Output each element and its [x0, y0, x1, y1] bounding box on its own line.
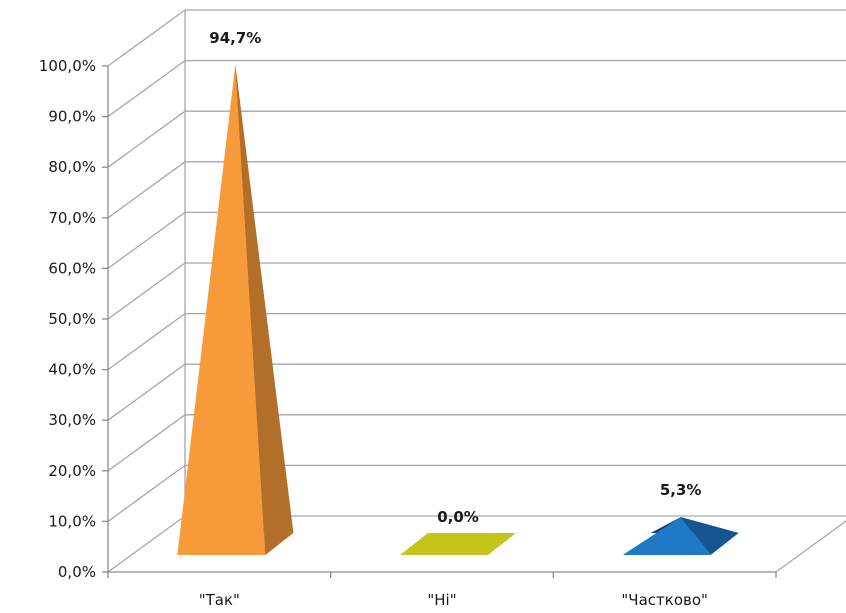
- x-tick-label: "Так": [199, 591, 240, 609]
- y-tick-label: 100,0%: [39, 57, 96, 75]
- y-tick-label: 10,0%: [48, 512, 96, 530]
- x-tick-labels: "Так" "Ні" "Частково": [199, 591, 708, 609]
- y-tick-label: 40,0%: [48, 361, 96, 379]
- bar-front-face: [622, 517, 711, 555]
- data-label: 0,0%: [437, 508, 479, 526]
- y-tick-label: 0,0%: [58, 563, 96, 581]
- y-tick-label: 90,0%: [48, 108, 96, 126]
- bar-2: [622, 517, 739, 555]
- bars: [177, 64, 739, 556]
- x-tick-label: "Ні": [427, 591, 456, 609]
- bar-front-face: [177, 64, 266, 556]
- data-label: 94,7%: [209, 29, 261, 47]
- y-tick-label: 30,0%: [48, 411, 96, 429]
- bar-side-face: [680, 517, 739, 555]
- y-tick-label: 80,0%: [48, 158, 96, 176]
- y-tick-labels: 0,0% 10,0% 20,0% 30,0% 40,0% 50,0% 60,0% 70,0% 8…: [39, 57, 96, 581]
- axes: [102, 10, 846, 578]
- gridline: [107, 110, 846, 168]
- bar-0: [177, 64, 294, 556]
- data-label: 5,3%: [660, 481, 702, 499]
- gridline: [107, 59, 846, 118]
- y-tick-label: 20,0%: [48, 462, 96, 480]
- bar-side-face: [235, 64, 294, 556]
- data-labels: 94,7% 0,0% 5,3%: [209, 29, 701, 526]
- x-tick-label: "Частково": [621, 591, 708, 609]
- y-tick-label: 60,0%: [48, 259, 96, 277]
- y-tick-label: 50,0%: [48, 310, 96, 328]
- y-tick-label: 70,0%: [48, 209, 96, 227]
- floor-right-edge: [775, 520, 846, 573]
- bar-1: [400, 533, 516, 555]
- bar-base: [400, 533, 516, 555]
